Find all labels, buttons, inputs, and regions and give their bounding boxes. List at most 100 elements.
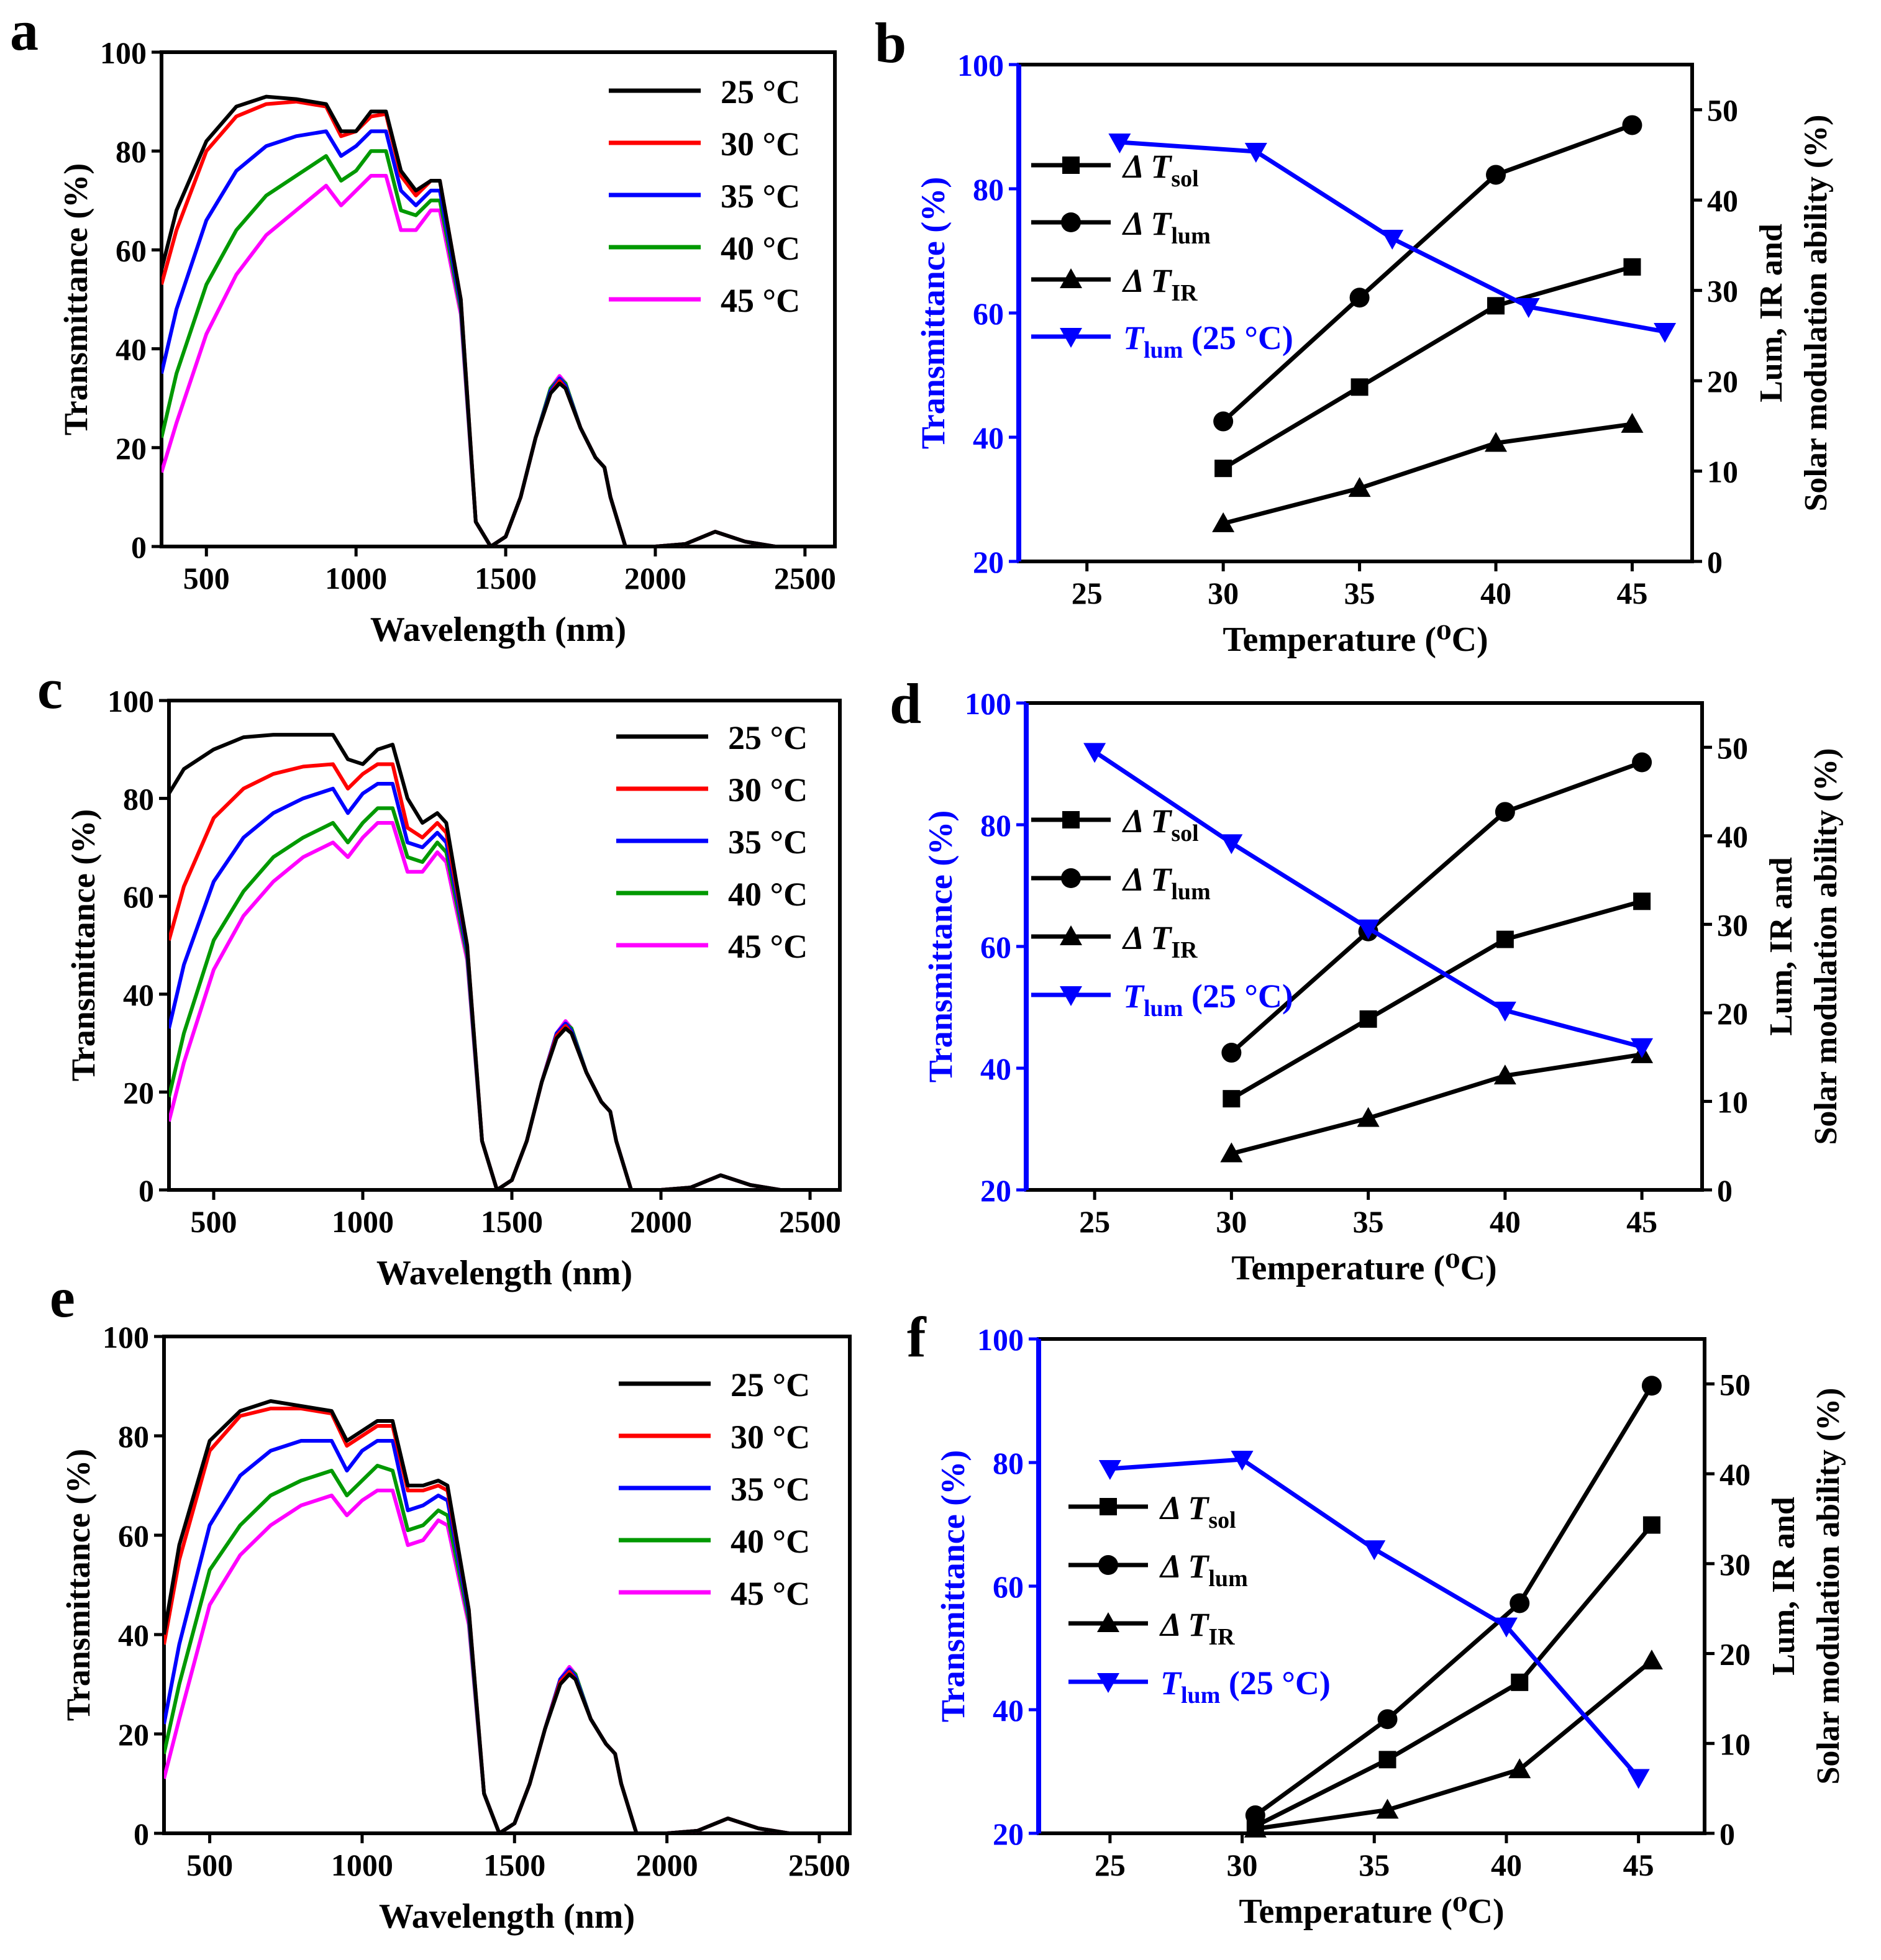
legend-subscript: lum bbox=[1208, 1566, 1247, 1592]
legend-subscript: sol bbox=[1208, 1507, 1236, 1533]
plot-frame bbox=[1037, 1337, 1706, 1835]
legend-entry: Δ Tlum bbox=[1031, 861, 1211, 905]
series-line bbox=[1254, 1523, 1654, 1828]
panel-e: e 500 1000 1500 2000 2500 Wavelength (nm) 0 20 40… bbox=[50, 1266, 852, 1936]
legend-label: 25 °C bbox=[731, 1366, 810, 1404]
y-right-tick-label: 0 bbox=[1717, 1173, 1733, 1208]
y-tick-label: 80 bbox=[973, 172, 1004, 207]
triangle-down-marker bbox=[1654, 323, 1677, 343]
circle-marker bbox=[1510, 1593, 1530, 1613]
circle-marker bbox=[1245, 1805, 1265, 1826]
triangle-down-marker bbox=[1495, 1617, 1518, 1638]
y-tick-label: 80 bbox=[123, 782, 154, 817]
series-line-35c bbox=[164, 1439, 850, 1833]
triangle-down-marker bbox=[1363, 1540, 1386, 1561]
x-tick-label: 45 bbox=[1623, 1848, 1654, 1882]
legend-label: Δ TIR bbox=[1122, 919, 1198, 963]
triangle-down-marker bbox=[1098, 1459, 1121, 1480]
legend-main: Δ T bbox=[1122, 919, 1172, 956]
legend-label: 45 °C bbox=[731, 1575, 810, 1612]
y-right-axis-title: Lum, IR and bbox=[1764, 857, 1799, 1036]
y-right-axis-title: Lum, IR and bbox=[1754, 224, 1789, 402]
y-tick-label: 60 bbox=[118, 1518, 149, 1553]
x-axis-title: Wavelength (nm) bbox=[370, 610, 626, 649]
y-tick-label: 100 bbox=[102, 1320, 149, 1354]
circle-marker bbox=[1632, 752, 1652, 773]
series-line-25c bbox=[169, 733, 840, 1190]
x-axis-title: Temperature (⁰C) bbox=[1239, 1892, 1504, 1931]
triangle-up-marker bbox=[1097, 1612, 1119, 1632]
x-axis-title: Temperature (⁰C) bbox=[1231, 1249, 1496, 1287]
series-line bbox=[1231, 1052, 1642, 1156]
square-marker bbox=[1359, 1010, 1377, 1028]
legend-label: Δ TIR bbox=[1122, 262, 1198, 306]
triangle-down-marker bbox=[1097, 1673, 1119, 1693]
series-line-25c bbox=[164, 1399, 850, 1833]
triangle-up-marker bbox=[1508, 1758, 1531, 1779]
x-axis-title: Temperature (⁰C) bbox=[1223, 620, 1488, 659]
square-marker bbox=[1633, 892, 1651, 910]
series-line-30c bbox=[162, 99, 835, 547]
square-marker bbox=[1642, 1516, 1660, 1534]
legend-label: Tlum (25 °C) bbox=[1123, 319, 1293, 363]
y-tick-label: 20 bbox=[973, 545, 1004, 579]
x-tick-label: 30 bbox=[1227, 1848, 1258, 1882]
panel-label: c bbox=[37, 657, 63, 720]
series-lum-modulation bbox=[1213, 115, 1642, 432]
square-marker bbox=[1496, 930, 1514, 948]
x-axis-title: Wavelength (nm) bbox=[376, 1254, 632, 1292]
legend-label: 35 °C bbox=[728, 823, 808, 861]
legend-label: Δ Tlum bbox=[1159, 1548, 1248, 1592]
legend-label: 30 °C bbox=[731, 1418, 810, 1456]
series-IR-modulation bbox=[1220, 1043, 1654, 1163]
legend-main: Δ T bbox=[1159, 1548, 1209, 1585]
circle-marker bbox=[1349, 288, 1370, 308]
y-tick-label: 100 bbox=[107, 684, 154, 719]
circle-marker bbox=[1486, 165, 1506, 185]
y-right-axis-title: Solar modulation ability (%) bbox=[1808, 748, 1844, 1145]
legend-subscript: IR bbox=[1171, 937, 1198, 963]
x-tick-label: 35 bbox=[1359, 1848, 1390, 1882]
x-tick-label: 1500 bbox=[481, 1204, 543, 1239]
triangle-down-marker bbox=[1357, 919, 1380, 940]
triangle-down-marker bbox=[1083, 743, 1106, 763]
legend-label: Δ Tsol bbox=[1122, 802, 1199, 846]
legend-label: Δ Tsol bbox=[1122, 148, 1199, 192]
x-tick-label: 2500 bbox=[788, 1848, 850, 1882]
legend-main: T bbox=[1123, 319, 1145, 356]
y-axis-title: Transmittance (%) bbox=[57, 163, 94, 435]
legend-label: Δ Tlum bbox=[1122, 861, 1211, 905]
circle-marker bbox=[1213, 411, 1234, 432]
square-marker bbox=[1062, 811, 1080, 828]
y-tick-label: 0 bbox=[139, 1173, 154, 1208]
triangle-up-marker bbox=[1621, 412, 1644, 433]
triangle-down-marker bbox=[1627, 1769, 1650, 1789]
triangle-down-marker bbox=[1381, 230, 1404, 250]
series-line-45c bbox=[162, 174, 835, 547]
legend-entry: Δ Tsol bbox=[1068, 1489, 1236, 1533]
legend-label: 30 °C bbox=[728, 771, 808, 809]
y-tick-label: 40 bbox=[973, 420, 1004, 455]
y-right-tick-label: 50 bbox=[1719, 1367, 1751, 1402]
y-axis-title: Transmittance (%) bbox=[60, 1449, 97, 1721]
y-right-tick-label: 40 bbox=[1707, 183, 1738, 218]
y-right-tick-label: 30 bbox=[1707, 274, 1738, 309]
legend-label: 40 °C bbox=[728, 876, 808, 913]
triangle-up-marker bbox=[1212, 512, 1235, 532]
series-line bbox=[1254, 1384, 1654, 1817]
circle-marker bbox=[1495, 802, 1515, 822]
legend-subscript: lum bbox=[1171, 223, 1210, 249]
series-line-40c bbox=[169, 806, 840, 1190]
legend-label: 40 °C bbox=[721, 230, 800, 267]
x-tick-label: 1000 bbox=[331, 1848, 393, 1882]
x-tick-label: 40 bbox=[1480, 576, 1511, 610]
legend-suffix: (25 °C) bbox=[1183, 978, 1293, 1015]
triangle-down-marker bbox=[1244, 143, 1267, 163]
series-line-45c bbox=[169, 821, 840, 1190]
legend-subscript: lum bbox=[1181, 1682, 1220, 1708]
x-tick-label: 35 bbox=[1344, 576, 1375, 610]
series-line bbox=[1221, 123, 1633, 424]
x-tick-label: 500 bbox=[186, 1848, 233, 1882]
y-axis-title: Transmittance (%) bbox=[934, 1450, 972, 1722]
